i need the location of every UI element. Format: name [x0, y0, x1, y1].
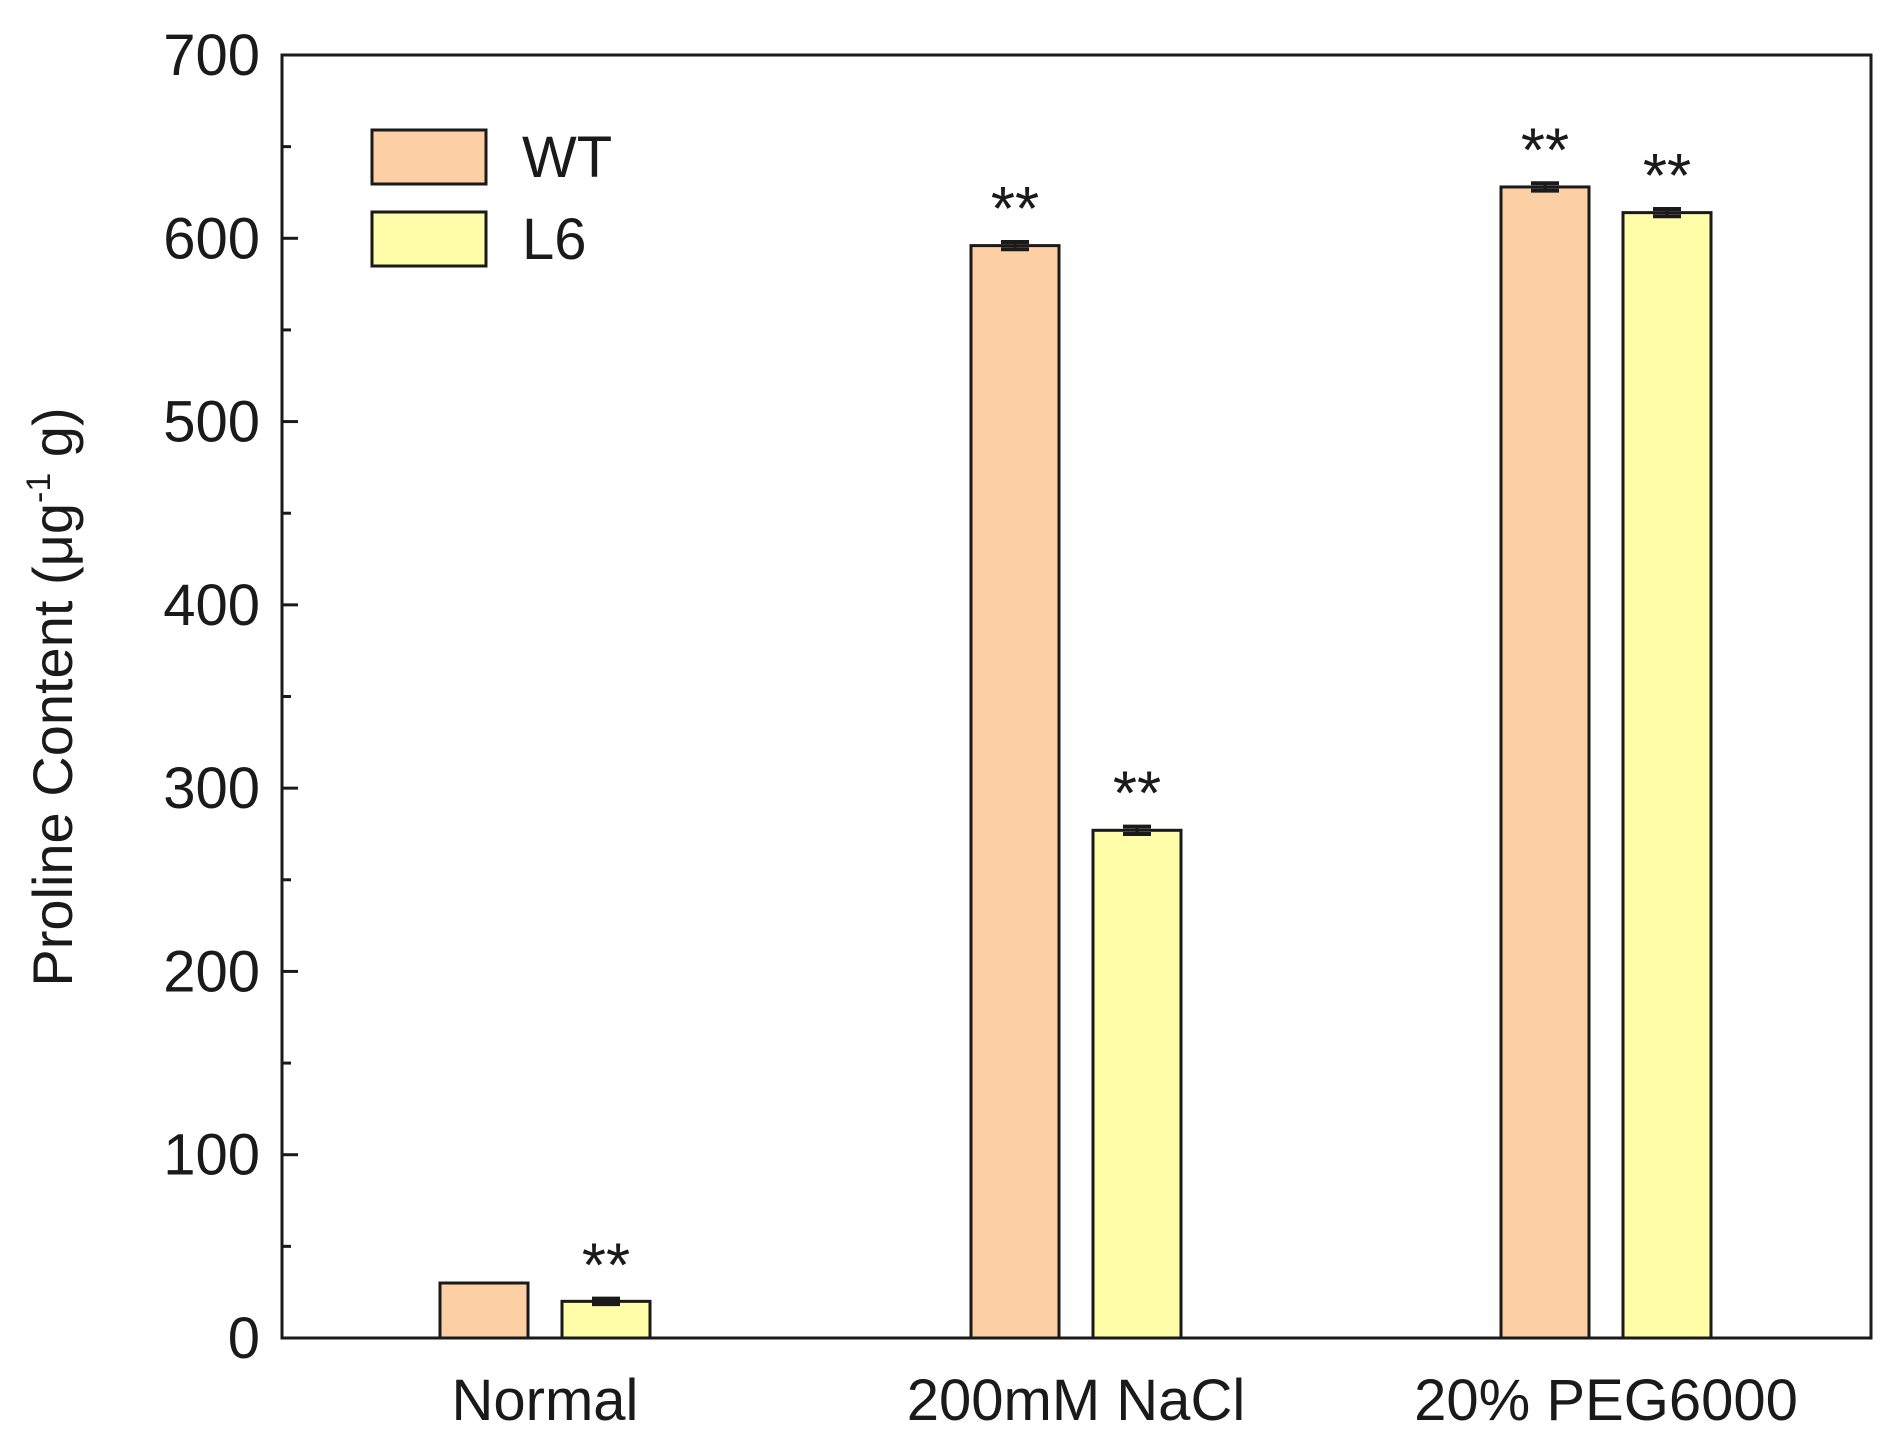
bar-wt-2	[1499, 185, 1591, 1340]
legend-swatch-l6	[370, 210, 488, 268]
significance-wt-2: **	[1521, 116, 1569, 185]
y-tick-label-600: 600	[163, 206, 260, 271]
labels-layer: ** ** ** ** ** 0 100 200 300 400 500 600 700 Normal 20…	[20, 23, 1798, 1433]
legend-label-l6: L6	[522, 207, 587, 272]
bar-l6-0	[560, 1299, 652, 1340]
legend-label-wt: WT	[522, 125, 612, 190]
y-tick-label-700: 700	[163, 23, 260, 88]
x-category-label-1: 200mM NaCl	[907, 1368, 1245, 1433]
y-tick-label-300: 300	[163, 756, 260, 821]
significance-l6-0: **	[582, 1232, 630, 1301]
bar-wt-1	[969, 244, 1061, 1340]
significance-l6-2: **	[1643, 142, 1691, 211]
y-axis-title-suffix: g)	[21, 407, 84, 472]
y-tick-label-400: 400	[163, 573, 260, 638]
axes-layer	[280, 53, 1873, 1340]
bar-l6-2	[1621, 211, 1713, 1340]
y-tick-label-0: 0	[228, 1306, 260, 1371]
bar-l6-1	[1091, 828, 1183, 1340]
y-axis-title-superscript: -1	[20, 473, 58, 503]
x-category-label-0: Normal	[452, 1368, 639, 1433]
legend: WT L6	[370, 125, 612, 272]
x-category-label-2: 20% PEG6000	[1414, 1368, 1798, 1433]
legend-swatch-wt	[370, 128, 488, 186]
y-tick-label-200: 200	[163, 939, 260, 1004]
y-axis-title: Proline Content (μg-1 g)	[20, 407, 84, 986]
y-axis-title-main: Proline Content (μg	[21, 503, 84, 987]
y-tick-label-500: 500	[163, 390, 260, 455]
y-tick-label-100: 100	[163, 1123, 260, 1188]
bar-wt-0	[438, 1281, 530, 1340]
bars-layer	[438, 181, 1713, 1340]
significance-l6-1: **	[1113, 760, 1161, 829]
significance-wt-1: **	[991, 175, 1039, 244]
